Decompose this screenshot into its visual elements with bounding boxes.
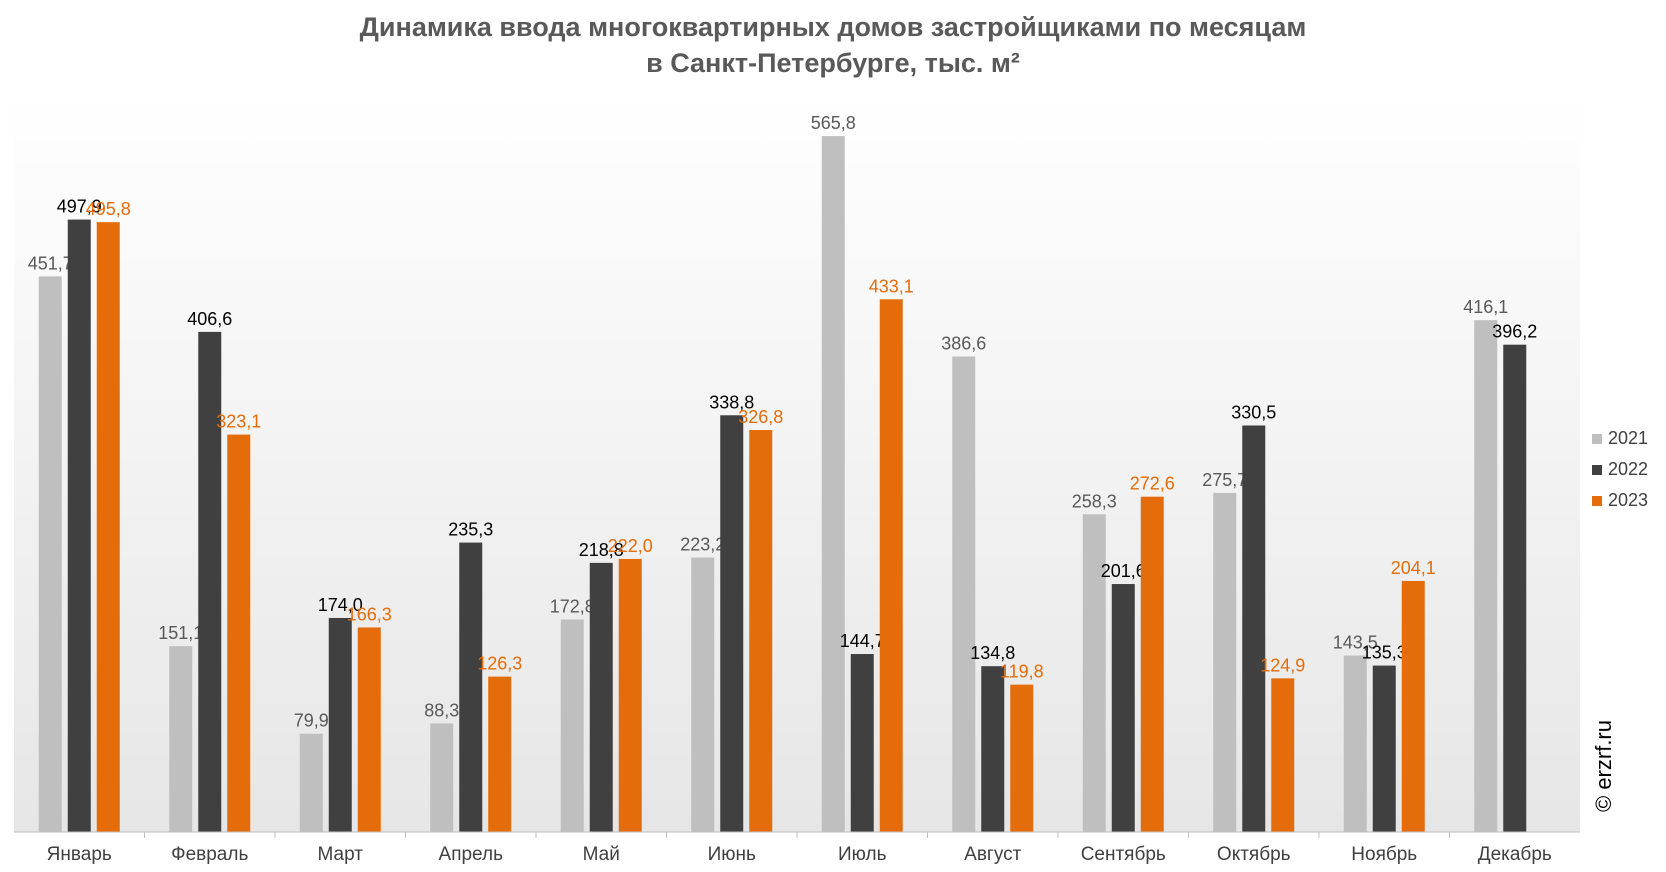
bar-2021	[560, 619, 584, 832]
data-label-2021: 451,7	[28, 253, 73, 273]
data-label-2021: 416,1	[1463, 297, 1508, 317]
bar-2022	[459, 542, 483, 832]
x-tick-label: Август	[964, 844, 1021, 865]
bar-2023	[1271, 678, 1295, 832]
bar-2023	[96, 222, 120, 832]
bar-2021	[299, 733, 323, 832]
data-label-2023: 323,1	[216, 412, 261, 432]
x-tick-label: Июнь	[708, 844, 756, 865]
bar-2022	[850, 654, 874, 832]
x-tick-label: Декабрь	[1478, 844, 1552, 865]
bar-2021	[430, 723, 454, 832]
data-label-2022: 235,3	[448, 520, 493, 540]
bar-2021	[1343, 655, 1367, 832]
bar-2021	[169, 646, 193, 832]
data-label-2023: 166,3	[347, 604, 392, 624]
data-label-2021: 143,5	[1333, 632, 1378, 652]
x-axis-tick-labels: Январь Февраль Март Апрель Май Июнь Июль Август…	[47, 832, 1552, 865]
data-label-2021: 565,8	[811, 113, 856, 133]
bar-2023	[749, 430, 773, 832]
data-label-2023: 204,1	[1391, 558, 1436, 578]
x-tick-label: Май	[583, 844, 620, 865]
data-label-2021: 386,6	[941, 333, 986, 353]
data-label-2023: 126,3	[477, 654, 522, 674]
data-label-2023: 119,8	[1000, 662, 1044, 682]
x-tick-label: Апрель	[439, 844, 504, 865]
data-label-2021: 151,1	[158, 623, 203, 643]
data-label-2021: 172,8	[550, 596, 595, 616]
data-label-2022: 218,8	[579, 540, 624, 560]
chart-title-line-1: Динамика ввода многоквартирных домов зас…	[360, 12, 1307, 42]
bar-2022	[67, 219, 91, 832]
bar-2021	[1213, 492, 1237, 832]
bar-2022	[1242, 425, 1266, 832]
data-label-2022: 201,6	[1101, 561, 1146, 581]
bar-2023	[488, 676, 512, 832]
x-tick-label: Март	[318, 844, 364, 865]
bar-2022	[1503, 344, 1527, 832]
data-label-2023: 272,6	[1130, 474, 1175, 494]
bar-2022	[1372, 665, 1396, 832]
data-label-2023: 222,0	[608, 536, 653, 556]
data-label-2022: 144,7	[840, 631, 885, 651]
legend: 2021 2022 2023	[1592, 428, 1648, 510]
data-label-2022: 338,8	[709, 392, 754, 412]
bar-2023	[879, 299, 903, 832]
x-tick-label: Октябрь	[1217, 844, 1291, 865]
legend-swatch-2023	[1592, 496, 1602, 506]
bar-2023	[1140, 496, 1164, 832]
bar-2023	[618, 558, 642, 832]
legend-label-2021: 2021	[1608, 428, 1648, 448]
x-tick-label: Февраль	[171, 844, 248, 865]
bar-2021	[1474, 320, 1498, 832]
bar-2021	[691, 557, 715, 832]
bar-2021	[1082, 514, 1106, 832]
chart-title-line-2: в Санкт-Петербурге, тыс. м²	[646, 48, 1020, 78]
data-label-2023: 326,8	[738, 407, 783, 427]
x-tick-label: Январь	[47, 844, 112, 865]
legend-swatch-2022	[1592, 465, 1602, 475]
bar-2022	[328, 617, 352, 832]
bars-layer: 451,7497,9495,8151,1406,6323,179,9174,01…	[28, 113, 1537, 833]
data-label-2023: 124,9	[1260, 655, 1305, 675]
watermark: © erzrf.ru	[1591, 720, 1616, 812]
data-label-2021: 258,3	[1072, 491, 1117, 511]
x-tick-label: Сентябрь	[1081, 844, 1166, 865]
x-tick-label: Ноябрь	[1351, 844, 1417, 865]
bar-2023	[1010, 684, 1034, 832]
bar-2023	[357, 627, 381, 832]
bar-2022	[720, 415, 744, 832]
data-label-2022: 330,5	[1231, 402, 1276, 422]
bar-2022	[589, 562, 613, 832]
bar-2021	[952, 356, 976, 832]
data-label-2022: 497,9	[57, 197, 102, 217]
data-label-2022: 396,2	[1492, 322, 1537, 342]
legend-label-2022: 2022	[1608, 459, 1648, 479]
bar-2023	[1401, 580, 1425, 832]
data-label-2021: 223,2	[680, 534, 725, 554]
data-label-2022: 174,0	[318, 595, 363, 615]
bar-2022	[981, 666, 1005, 832]
data-label-2023: 433,1	[869, 276, 914, 296]
plot-background	[14, 94, 1580, 832]
bar-2021	[38, 276, 62, 832]
bar-2021	[821, 136, 845, 833]
bar-2022	[1111, 584, 1135, 832]
x-tick-label: Июль	[838, 844, 887, 865]
data-label-2023: 495,8	[86, 199, 131, 219]
data-label-2022: 134,8	[970, 643, 1015, 663]
legend-label-2023: 2023	[1608, 490, 1648, 510]
bar-2023	[227, 434, 251, 832]
data-label-2021: 88,3	[424, 700, 459, 720]
data-label-2022: 406,6	[187, 309, 232, 329]
data-label-2021: 79,9	[294, 711, 329, 731]
legend-swatch-2021	[1592, 434, 1602, 444]
bar-2022	[198, 331, 222, 832]
data-label-2021: 275,7	[1202, 470, 1247, 490]
data-label-2022: 135,3	[1362, 643, 1407, 663]
